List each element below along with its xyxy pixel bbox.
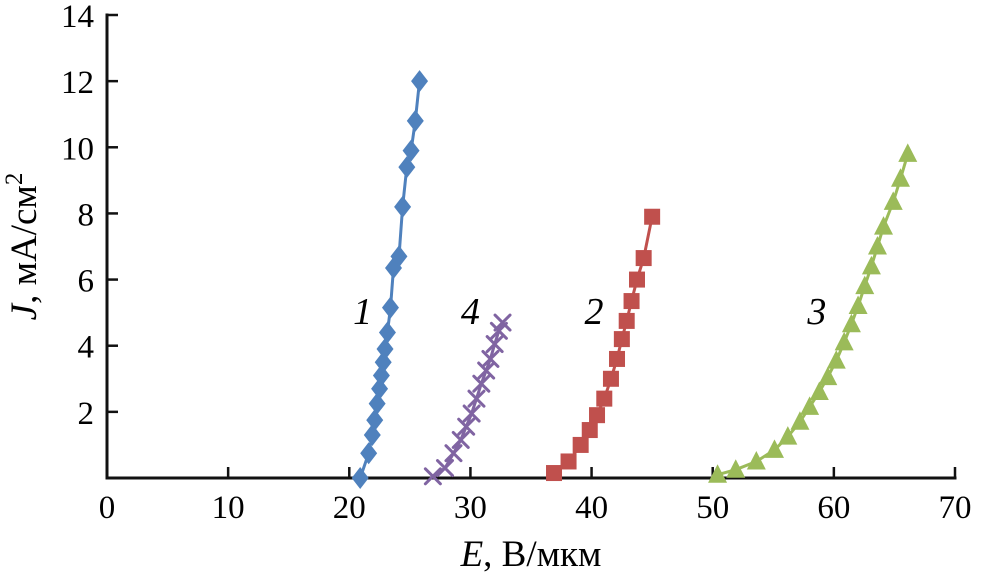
series-2: 2 <box>546 208 661 482</box>
x-tick-label: 40 <box>575 490 608 526</box>
square-marker <box>609 350 626 367</box>
diamond-marker <box>363 424 381 447</box>
x-marker <box>457 417 476 436</box>
diamond-marker <box>394 195 412 218</box>
diamond-marker <box>406 109 424 132</box>
square-marker <box>572 436 589 453</box>
x-tick-label: 10 <box>212 490 245 526</box>
square-marker <box>596 390 613 407</box>
triangle-marker <box>848 295 868 315</box>
x-tick-label: 50 <box>696 490 729 526</box>
series-label-1: 1 <box>353 291 372 333</box>
triangle-marker <box>867 236 887 255</box>
diamond-marker <box>366 409 384 432</box>
triangle-marker <box>708 464 728 483</box>
square-marker <box>644 208 661 225</box>
square-marker <box>560 453 577 470</box>
x-marker <box>423 467 442 486</box>
diamond-marker <box>378 321 396 344</box>
x-marker <box>444 444 463 463</box>
x-marker <box>467 389 486 408</box>
series-3: 3 <box>708 143 918 483</box>
triangle-marker <box>874 216 894 235</box>
axes <box>105 13 957 480</box>
square-marker <box>618 312 635 329</box>
y-axis-title: J, мА/см2 <box>1 173 45 321</box>
diamond-marker <box>402 139 420 162</box>
square-marker <box>589 407 606 424</box>
y-tick-label: 10 <box>61 131 94 167</box>
square-marker <box>623 293 640 310</box>
triangle-marker <box>826 350 846 369</box>
y-tick-label: 2 <box>78 396 95 432</box>
triangle-marker <box>800 396 820 415</box>
x-marker <box>451 430 470 449</box>
triangle-marker <box>861 255 881 275</box>
x-marker <box>481 349 500 368</box>
x-marker <box>485 335 504 354</box>
triangle-marker <box>778 426 798 445</box>
triangle-marker <box>855 275 875 295</box>
triangle-marker <box>834 331 854 351</box>
series-label-3: 3 <box>806 291 826 333</box>
triangle-marker <box>818 366 838 386</box>
square-marker <box>546 465 563 482</box>
diamond-marker <box>381 296 399 319</box>
triangle-marker <box>809 381 829 401</box>
series-label-4: 4 <box>461 291 480 333</box>
triangle-marker <box>898 143 918 162</box>
triangle-marker <box>746 450 766 470</box>
square-marker <box>613 331 630 348</box>
diamond-marker <box>360 442 378 465</box>
x-marker <box>493 313 512 332</box>
triangle-marker <box>841 313 861 333</box>
square-marker <box>581 422 598 439</box>
diamond-marker <box>411 70 429 93</box>
x-marker <box>462 404 481 423</box>
diamond-marker <box>368 392 386 415</box>
x-tick-label: 70 <box>939 490 972 526</box>
x-tick-label: 20 <box>333 490 366 526</box>
y-tick-label: 8 <box>78 197 95 233</box>
y-tick-label: 6 <box>78 264 95 300</box>
x-tick-label: 30 <box>454 490 487 526</box>
diamond-marker <box>390 245 408 268</box>
square-marker <box>635 250 652 267</box>
triangle-marker <box>726 459 746 478</box>
series-4: 4 <box>423 291 512 486</box>
diamond-marker <box>398 156 416 179</box>
y-tick-label: 4 <box>78 330 95 366</box>
x-marker <box>435 459 454 478</box>
triangle-marker <box>764 439 784 458</box>
y-tick-label: 14 <box>61 0 94 35</box>
series-label-2: 2 <box>584 291 603 333</box>
square-marker <box>602 370 619 387</box>
square-marker <box>629 271 645 288</box>
diamond-marker <box>376 338 394 361</box>
y-tick-label: 12 <box>61 65 94 101</box>
x-axis-title: E, В/мкм <box>460 534 602 575</box>
x-marker <box>472 374 491 393</box>
x-tick-label: 0 <box>99 490 116 526</box>
series-1: 1 <box>351 70 429 489</box>
x-marker <box>477 361 496 380</box>
triangle-marker <box>883 191 903 210</box>
diamond-marker <box>351 467 369 489</box>
triangle-marker <box>890 168 910 187</box>
triangle-marker <box>790 411 810 430</box>
x-tick-label: 60 <box>817 490 850 526</box>
